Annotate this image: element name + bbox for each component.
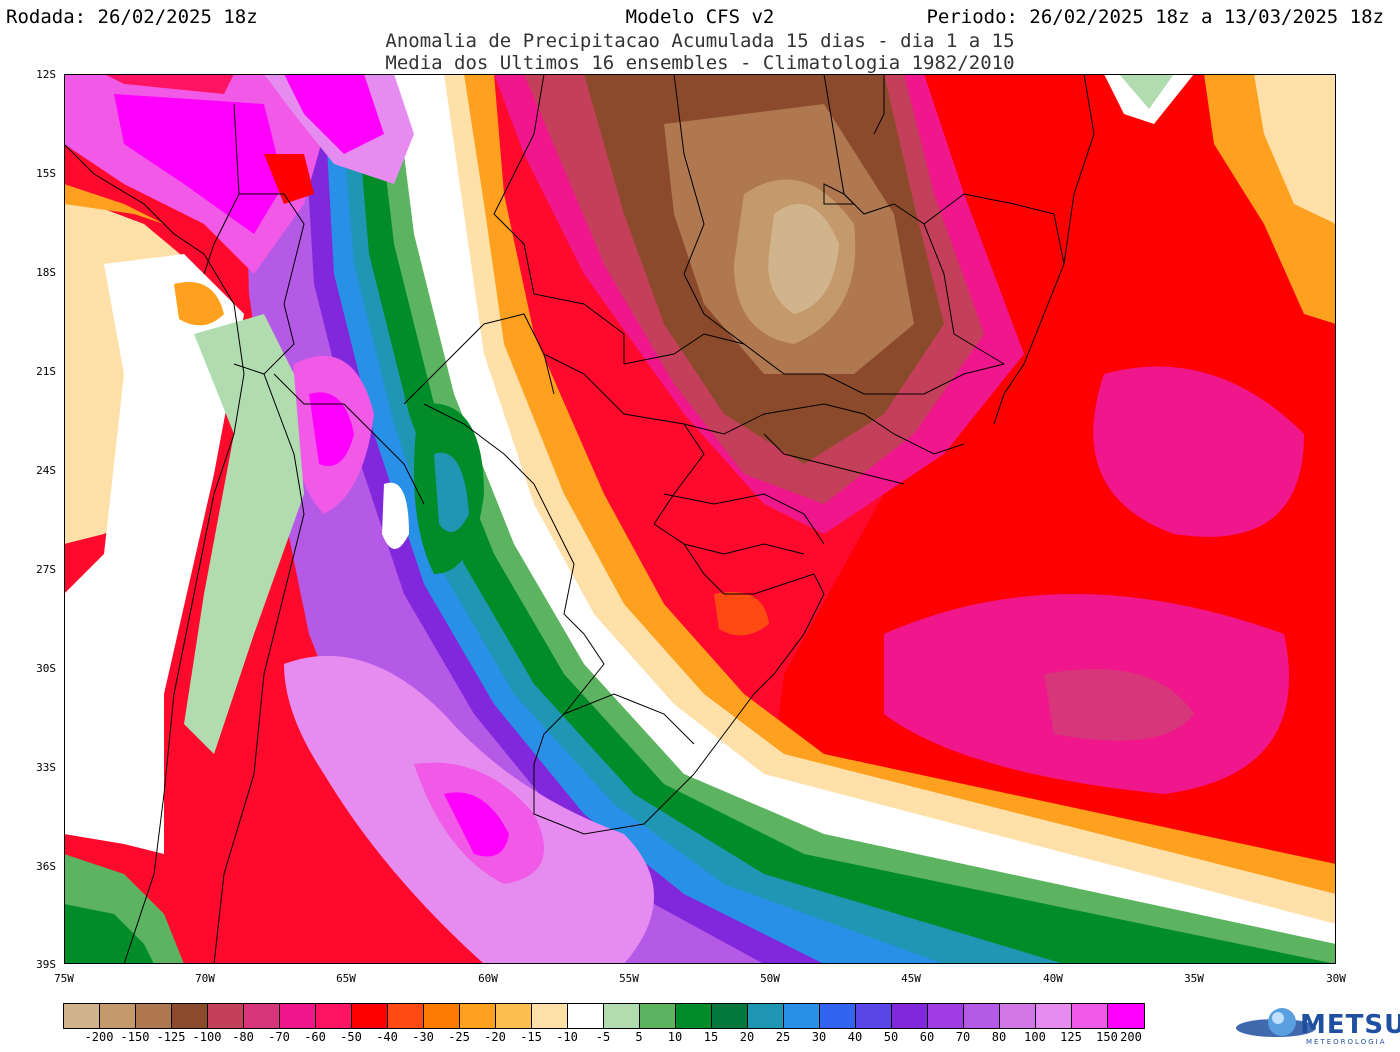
metsul-logo-icon xyxy=(1236,1008,1316,1037)
colorbar-label: 125 xyxy=(1060,1030,1082,1044)
colorbar-label: 40 xyxy=(847,1030,863,1044)
lat-label: 30S xyxy=(36,662,56,675)
colorbar-label: -15 xyxy=(520,1030,542,1044)
colorbar-swatch xyxy=(712,1004,748,1028)
lon-label: 65W xyxy=(336,972,356,985)
colorbar-label: -40 xyxy=(376,1030,398,1044)
colorbar-swatch xyxy=(784,1004,820,1028)
political-borders xyxy=(63,73,1095,965)
colorbar-swatch xyxy=(820,1004,856,1028)
colorbar-swatch xyxy=(352,1004,388,1028)
colorbar-swatch xyxy=(748,1004,784,1028)
colorbar-label: 70 xyxy=(955,1030,971,1044)
lon-label: 60W xyxy=(478,972,498,985)
lat-label: 18S xyxy=(36,266,56,279)
colorbar-swatch xyxy=(496,1004,532,1028)
colorbar-label: 50 xyxy=(883,1030,899,1044)
logo-tagline: METEOROLOGIA xyxy=(1306,1038,1387,1046)
colorbar-label: 60 xyxy=(919,1030,935,1044)
lat-label: 27S xyxy=(36,563,56,576)
colorbar xyxy=(63,1003,1145,1029)
colorbar-label: -200 xyxy=(84,1030,114,1044)
lat-label: 21S xyxy=(36,365,56,378)
colorbar-label: 150 xyxy=(1096,1030,1118,1044)
lon-label: 30W xyxy=(1326,972,1346,985)
colorbar-swatch xyxy=(1000,1004,1036,1028)
colorbar-label: 5 xyxy=(635,1030,643,1044)
colorbar-label: -100 xyxy=(192,1030,222,1044)
colorbar-label: 10 xyxy=(667,1030,683,1044)
colorbar-label: 80 xyxy=(991,1030,1007,1044)
map-canvas xyxy=(63,73,1336,965)
colorbar-swatch xyxy=(892,1004,928,1028)
colorbar-swatch xyxy=(316,1004,352,1028)
colorbar-swatch xyxy=(964,1004,1000,1028)
colorbar-swatch xyxy=(280,1004,316,1028)
colorbar-swatch xyxy=(928,1004,964,1028)
colorbar-swatch xyxy=(424,1004,460,1028)
colorbar-label: 30 xyxy=(811,1030,827,1044)
colorbar-swatch xyxy=(100,1004,136,1028)
run-date: Rodada: 26/02/2025 18z xyxy=(6,6,258,28)
colorbar-label: 20 xyxy=(739,1030,755,1044)
lon-label: 55W xyxy=(619,972,639,985)
colorbar-swatch xyxy=(532,1004,568,1028)
colorbar-swatch xyxy=(460,1004,496,1028)
colorbar-swatch xyxy=(604,1004,640,1028)
colorbar-label: -70 xyxy=(268,1030,290,1044)
lon-label: 35W xyxy=(1184,972,1204,985)
colorbar-swatch xyxy=(136,1004,172,1028)
colorbar-label: 25 xyxy=(775,1030,791,1044)
lon-label: 50W xyxy=(760,972,780,985)
colorbar-swatch xyxy=(388,1004,424,1028)
colorbar-label: -125 xyxy=(156,1030,186,1044)
colorbar-swatch xyxy=(856,1004,892,1028)
colorbar-swatch xyxy=(244,1004,280,1028)
colorbar-label: -150 xyxy=(120,1030,150,1044)
colorbar-label: -80 xyxy=(232,1030,254,1044)
anomaly-map xyxy=(63,73,1336,965)
map-subtitle-2: Media dos Ultimos 16 ensembles - Climato… xyxy=(385,52,1015,74)
colorbar-swatch xyxy=(1108,1004,1144,1028)
lon-label: 75W xyxy=(54,972,74,985)
colorbar-label: -30 xyxy=(412,1030,434,1044)
colorbar-label: 200 xyxy=(1120,1030,1142,1044)
colorbar-swatch xyxy=(568,1004,604,1028)
colorbar-label: -60 xyxy=(304,1030,326,1044)
lon-label: 45W xyxy=(901,972,921,985)
colorbar-swatch xyxy=(1072,1004,1108,1028)
colorbar-label: 15 xyxy=(703,1030,719,1044)
axis-ticks xyxy=(64,74,1336,964)
lon-label: 40W xyxy=(1043,972,1063,985)
lon-label: 70W xyxy=(195,972,215,985)
colorbar-label: 100 xyxy=(1024,1030,1046,1044)
colorbar-label: -10 xyxy=(556,1030,578,1044)
colorbar-label: -5 xyxy=(595,1030,611,1044)
lat-label: 39S xyxy=(36,958,56,971)
lat-label: 33S xyxy=(36,761,56,774)
lat-label: 36S xyxy=(36,860,56,873)
map-subtitle-1: Anomalia de Precipitacao Acumulada 15 di… xyxy=(385,30,1015,52)
colorbar-swatch xyxy=(172,1004,208,1028)
colorbar-swatch xyxy=(64,1004,100,1028)
colorbar-swatch xyxy=(1036,1004,1072,1028)
colorbar-swatch xyxy=(676,1004,712,1028)
model-name: Modelo CFS v2 xyxy=(625,6,775,28)
lat-label: 12S xyxy=(36,68,56,81)
colorbar-label: -25 xyxy=(448,1030,470,1044)
lat-label: 24S xyxy=(36,464,56,477)
logo-name: METSUL xyxy=(1300,1010,1400,1040)
colorbar-label: -20 xyxy=(484,1030,506,1044)
lat-label: 15S xyxy=(36,167,56,180)
colorbar-swatch xyxy=(208,1004,244,1028)
colorbar-label: -50 xyxy=(340,1030,362,1044)
period: Periodo: 26/02/2025 18z a 13/03/2025 18z xyxy=(926,6,1384,28)
colorbar-swatch xyxy=(640,1004,676,1028)
